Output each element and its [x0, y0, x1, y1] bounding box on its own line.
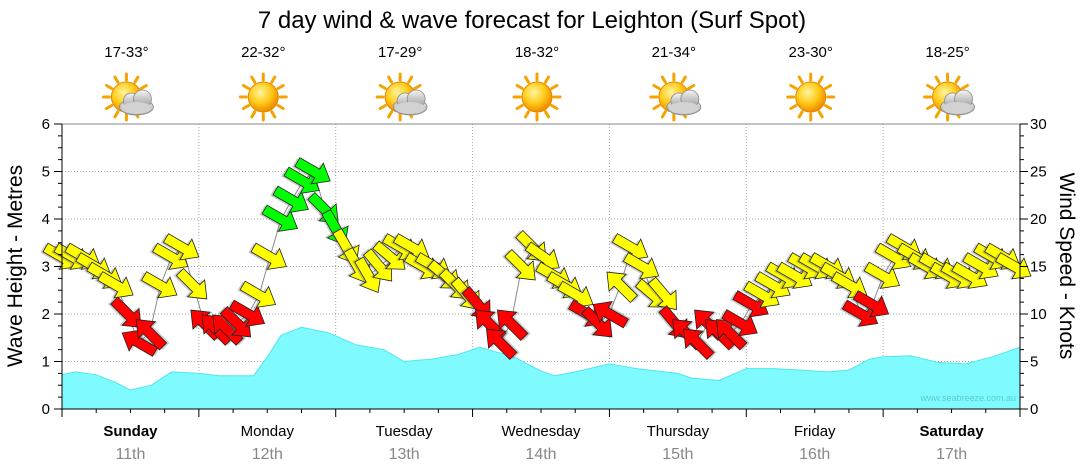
wind-arrow — [237, 280, 277, 309]
wind-arrow — [502, 248, 536, 281]
day-date-label: 16th — [799, 446, 830, 463]
left-tick-label: 1 — [42, 354, 50, 371]
day-date-label: 12th — [252, 446, 283, 463]
left-axis: 0 1 2 3 4 5 6 — [42, 116, 63, 418]
right-tick-label: 0 — [1030, 401, 1038, 418]
wind-arrow — [486, 328, 520, 361]
weather-row: 17-33° 22-32° 17-29° 18-32° 21-34° 23-30° 18-2… — [101, 44, 975, 122]
temperature-label: 18-32° — [515, 44, 559, 61]
wind-arrow — [160, 233, 200, 261]
temperature-label: 17-33° — [104, 44, 148, 61]
day-date-label: 11th — [115, 446, 145, 463]
left-tick-label: 3 — [42, 259, 50, 276]
wind-arrows — [40, 157, 1032, 361]
partly-cloudy-icon — [649, 72, 702, 122]
wind-arrow — [592, 300, 632, 329]
wind-arrow — [248, 242, 288, 271]
wind-arrow — [497, 309, 531, 342]
partly-cloudy-icon — [923, 72, 975, 122]
day-name-label: Thursday — [647, 423, 710, 440]
sun-icon — [512, 72, 562, 122]
day-name-label: Monday — [241, 423, 295, 440]
left-tick-label: 0 — [42, 401, 50, 418]
left-tick-label: 5 — [42, 164, 50, 181]
right-tick-label: 20 — [1030, 211, 1047, 228]
day-name-label: Tuesday — [376, 423, 433, 440]
wave-height-area — [61, 326, 1021, 410]
wind-arrow — [138, 271, 178, 299]
right-tick-label: 5 — [1030, 354, 1038, 371]
watermark: www.seabreeze.com.au — [919, 393, 1016, 403]
sun-icon — [238, 72, 288, 122]
temperature-label: 22-32° — [241, 44, 285, 61]
day-name-label: Sunday — [103, 423, 158, 440]
wind-arrow — [107, 296, 142, 328]
sun-icon — [786, 72, 836, 122]
right-tick-label: 15 — [1030, 259, 1047, 276]
left-tick-label: 4 — [42, 211, 50, 228]
wind-arrow — [645, 276, 677, 311]
day-date-label: 17th — [936, 446, 967, 463]
wind-arrow — [683, 328, 717, 361]
wind-arrow — [992, 252, 1032, 280]
left-tick-label: 2 — [42, 306, 50, 323]
wind-arrow — [135, 319, 170, 351]
temperature-label: 17-29° — [378, 44, 422, 61]
left-tick-label: 6 — [42, 116, 50, 133]
right-axis-label: Wind Speed - Knots — [1055, 173, 1078, 360]
right-tick-label: 10 — [1030, 306, 1047, 323]
wind-arrow — [95, 271, 134, 299]
wind-arrow — [620, 252, 660, 280]
left-axis-label: Wave Height - Metres — [4, 165, 27, 367]
right-tick-label: 25 — [1030, 164, 1047, 181]
day-date-label: 14th — [525, 446, 556, 463]
day-name-label: Friday — [794, 423, 836, 440]
day-name-label: Wednesday — [502, 423, 581, 440]
wind-arrow — [606, 271, 641, 304]
partly-cloudy-icon — [375, 72, 428, 122]
partly-cloudy-icon — [101, 72, 154, 122]
chart-title: 7 day wind & wave forecast for Leighton … — [258, 7, 806, 34]
right-axis: 0 5 10 15 20 25 30 — [1019, 116, 1047, 418]
x-axis: Sunday 11th Monday 12th Tuesday 13th Wednesday… — [61, 408, 1021, 463]
day-date-label: 13th — [389, 446, 420, 463]
wind-arrow — [850, 290, 890, 318]
temperature-label: 18-25° — [925, 44, 969, 61]
day-date-label: 15th — [662, 446, 693, 463]
temperature-label: 23-30° — [789, 44, 833, 61]
wind-arrow — [292, 157, 331, 185]
right-tick-label: 30 — [1030, 116, 1047, 133]
wind-arrow — [173, 267, 208, 300]
temperature-label: 21-34° — [652, 44, 696, 61]
day-name-label: Saturday — [919, 423, 984, 440]
